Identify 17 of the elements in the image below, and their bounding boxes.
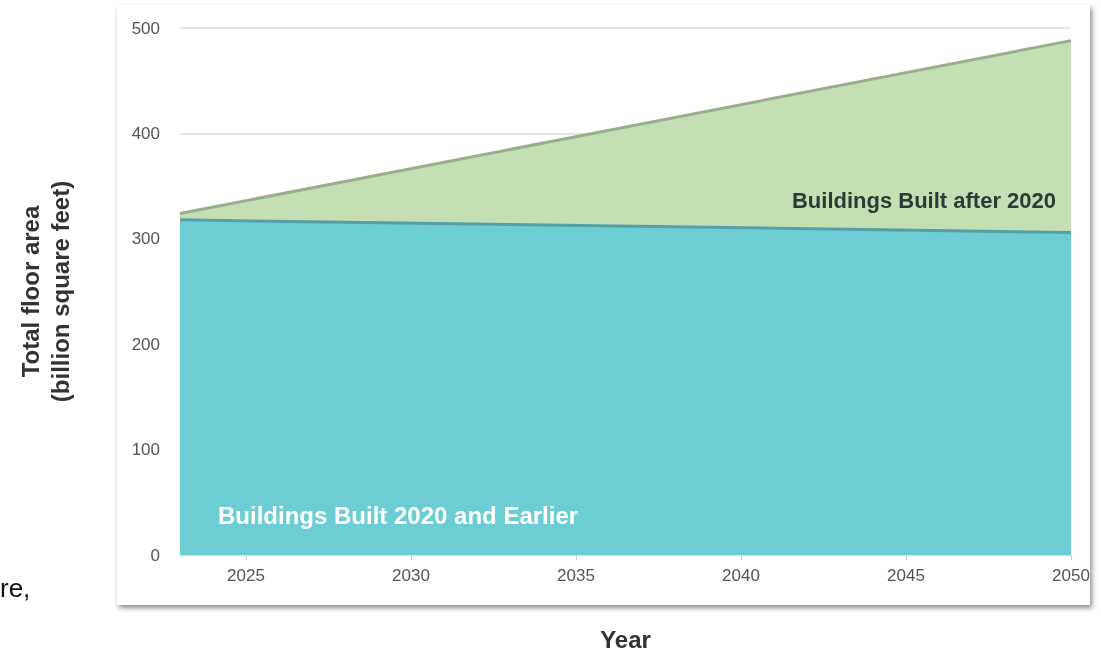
x-axis-title: Year: [600, 625, 651, 653]
x-tick-label: 2035: [557, 566, 595, 585]
y-axis-title: Total floor area (billion square feet): [16, 180, 74, 403]
text: re,: [0, 573, 31, 603]
x-tick-label: 2050: [1052, 566, 1090, 585]
y-tick-label: 0: [150, 545, 160, 565]
x-tick-label: 2025: [227, 566, 265, 585]
y-tick-label: 500: [131, 18, 160, 38]
x-tick-label: 2030: [392, 566, 430, 585]
y-tick-label: 200: [131, 334, 160, 354]
series-label: Buildings Built after 2020: [791, 187, 1056, 213]
x-tick-label: 2040: [722, 566, 760, 585]
y-tick-label: 100: [131, 440, 160, 460]
series-label: Buildings Built 2020 and Earlier: [218, 501, 579, 529]
x-tick-label: 2045: [887, 566, 925, 585]
y-tick-label: 300: [131, 229, 160, 249]
y-tick-label: 400: [131, 123, 160, 143]
